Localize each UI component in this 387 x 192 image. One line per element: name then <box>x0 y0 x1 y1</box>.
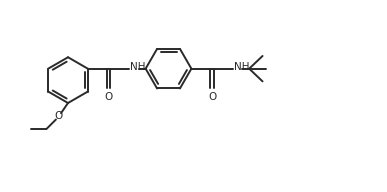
Text: O: O <box>208 92 216 102</box>
Text: NH: NH <box>130 62 146 72</box>
Text: O: O <box>54 111 63 121</box>
Text: NH: NH <box>234 62 250 72</box>
Text: O: O <box>104 92 113 102</box>
